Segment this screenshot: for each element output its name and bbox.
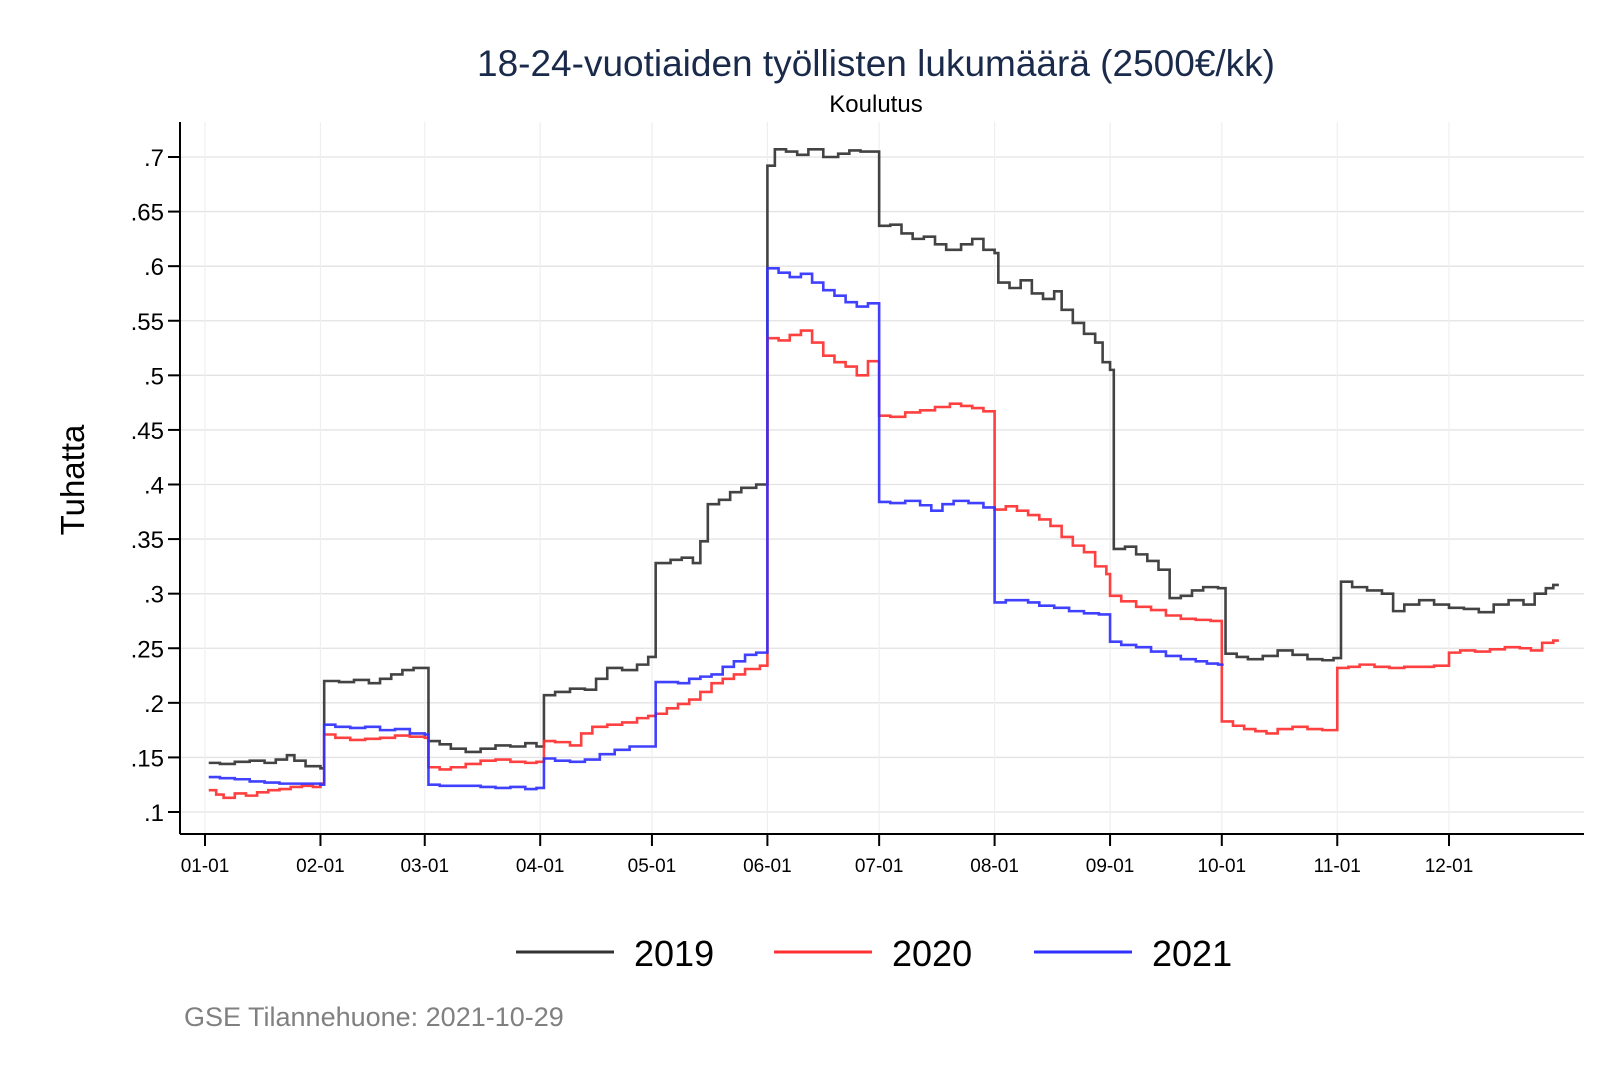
y-tick-label: .2 [144, 691, 164, 718]
legend-label-2020: 2020 [892, 933, 972, 974]
legend-label-2021: 2021 [1152, 933, 1232, 974]
y-tick-label: .25 [131, 636, 164, 663]
x-tick-label: 01-01 [181, 856, 230, 877]
y-tick-label: .55 [131, 309, 164, 336]
series-line-2020 [208, 329, 1559, 800]
x-tick-label: 11-01 [1314, 856, 1361, 877]
y-tick-label: .15 [131, 745, 164, 772]
x-tick-label: 05-01 [628, 856, 677, 877]
y-tick-label: .1 [144, 800, 164, 827]
x-tick-label: 02-01 [296, 856, 345, 877]
x-tick-label: 12-01 [1425, 856, 1474, 877]
gridlines [180, 122, 1584, 834]
chart-subtitle: Koulutus [829, 91, 922, 118]
x-tick-label: 03-01 [400, 856, 449, 877]
y-tick-label: .65 [131, 200, 164, 227]
y-tick-label: .7 [144, 145, 164, 172]
y-tick-label: .5 [144, 363, 164, 390]
y-tick-label: .6 [144, 254, 164, 281]
x-tick-label: 07-01 [855, 856, 904, 877]
x-tick-label: 10-01 [1197, 856, 1246, 877]
x-tick-label: 09-01 [1086, 856, 1135, 877]
axes: .1 .15 .2 .25 .3 .35 .4 .45 .5 .55 .6 .65 .7 01-01 02-… [131, 122, 1584, 877]
y-axis-label: Tuhatta [54, 424, 91, 535]
chart-title: 18-24-vuotiaiden työllisten lukumäärä (2… [477, 43, 1275, 84]
series-line-2019 [208, 148, 1559, 770]
legend: 2019 2020 2021 [516, 933, 1232, 974]
series-lines [208, 148, 1559, 800]
y-tick-label: .35 [131, 527, 164, 554]
y-tick-label: .3 [144, 582, 164, 609]
y-tick-label: .4 [144, 473, 164, 500]
source-note: GSE Tilannehuone: 2021-10-29 [184, 1002, 564, 1032]
y-tick-label: .45 [131, 418, 164, 445]
x-tick-label: 04-01 [516, 856, 565, 877]
x-tick-label: 08-01 [970, 856, 1019, 877]
x-tick-label: 06-01 [743, 856, 792, 877]
legend-label-2019: 2019 [634, 933, 714, 974]
series-line-2021 [208, 267, 1224, 791]
